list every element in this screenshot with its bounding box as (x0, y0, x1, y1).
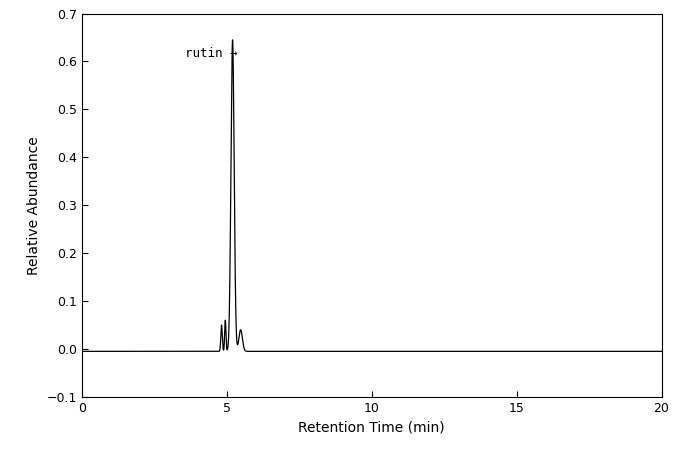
Text: rutin →: rutin → (185, 46, 237, 60)
X-axis label: Retention Time (min): Retention Time (min) (299, 420, 445, 434)
Y-axis label: Relative Abundance: Relative Abundance (27, 136, 41, 275)
